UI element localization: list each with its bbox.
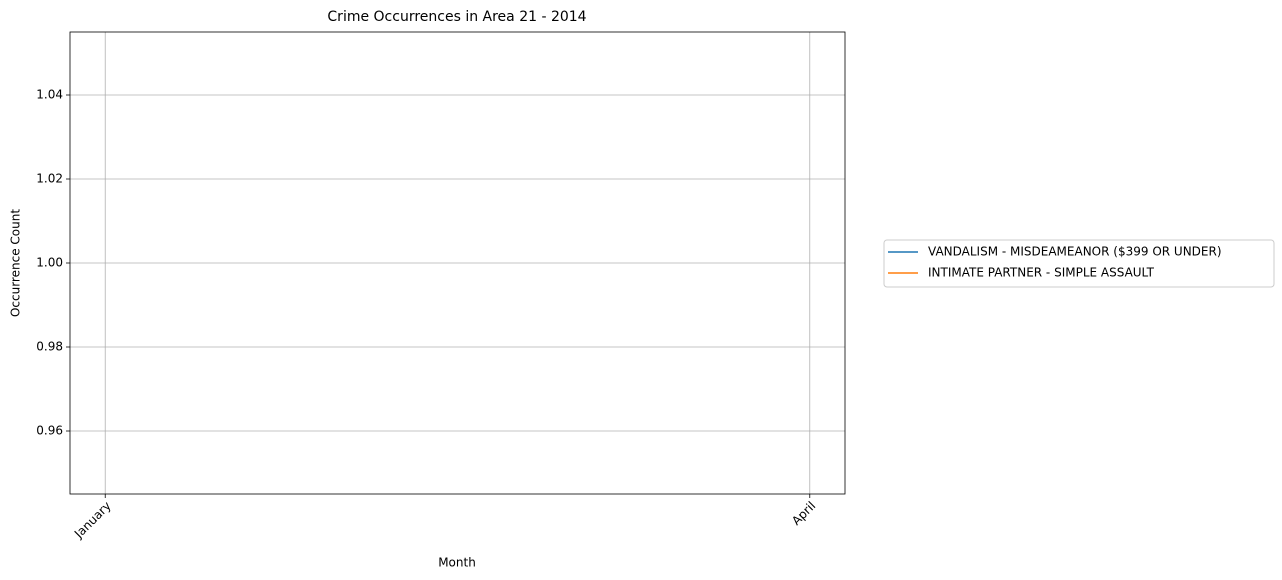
legend-box: [883, 239, 1275, 288]
plot-frame: [69, 31, 846, 495]
legend-label: VANDALISM - MISDEAMEANOR ($399 OR UNDER): [928, 245, 1222, 259]
y-tick-label: 1.02: [36, 172, 63, 186]
y-tick-label: 1.00: [36, 256, 63, 270]
y-tick-label: 0.98: [36, 340, 63, 354]
chart-title: Crime Occurrences in Area 21 - 2014: [327, 9, 586, 25]
x-tick-label: April: [789, 499, 818, 528]
y-axis-label: Occurrence Count: [9, 209, 23, 317]
y-tick-label: 1.04: [36, 88, 63, 102]
legend-label: INTIMATE PARTNER - SIMPLE ASSAULT: [928, 266, 1155, 280]
x-tick-label: January: [71, 499, 114, 542]
y-tick-label: 0.96: [36, 424, 63, 438]
x-axis-label: Month: [438, 556, 476, 570]
